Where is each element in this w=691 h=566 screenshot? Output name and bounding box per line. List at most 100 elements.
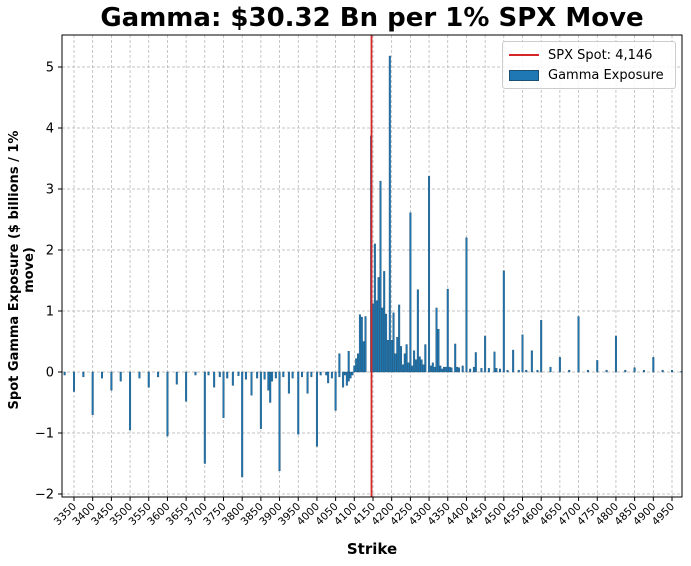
gamma-bar	[291, 371, 294, 379]
gamma-bar	[364, 316, 367, 373]
legend-item-spot: SPX Spot: 4,146	[509, 46, 652, 64]
gamma-bar	[418, 356, 421, 373]
gamma-bar	[343, 371, 346, 376]
legend: SPX Spot: 4,146 Gamma Exposure	[502, 41, 676, 89]
gamma-bar	[91, 371, 94, 415]
gamma-bar	[431, 362, 434, 373]
gamma-bar	[297, 371, 300, 435]
gamma-bar	[428, 175, 431, 373]
gamma-bar	[448, 366, 451, 373]
gamma-bar	[392, 312, 395, 373]
gamma-bar	[403, 353, 406, 373]
gamma-bar	[379, 180, 382, 373]
gamma-bar	[577, 316, 580, 373]
gamma-bar	[325, 371, 328, 376]
gamma-bar	[614, 335, 617, 373]
gamma-bar	[310, 371, 313, 378]
gamma-bar	[400, 346, 403, 373]
gamma-bar	[269, 371, 272, 403]
gamma-bar	[450, 367, 453, 373]
y-tick-label: 2	[46, 244, 54, 259]
gamma-bar	[263, 371, 266, 380]
gamma-bar	[517, 369, 520, 373]
gamma-bar	[357, 353, 360, 373]
gamma-bar	[429, 365, 432, 373]
gamma-bar	[347, 351, 350, 373]
gamma-bar	[129, 371, 132, 431]
gamma-bar	[157, 371, 160, 378]
gamma-bar	[671, 369, 673, 373]
gamma-bar	[521, 334, 524, 373]
gamma-bar	[73, 371, 75, 392]
gamma-bar	[420, 359, 423, 373]
gamma-bar	[596, 360, 599, 373]
legend-label-gamma: Gamma Exposure	[548, 67, 664, 83]
gamma-bar	[213, 371, 216, 388]
gamma-bar	[119, 371, 122, 382]
y-tick-label: 3	[46, 183, 54, 198]
gamma-bar	[360, 316, 363, 373]
gamma-bar	[237, 371, 240, 376]
gamma-bar	[385, 313, 388, 373]
gamma-bar	[405, 344, 408, 373]
gamma-bar	[422, 364, 425, 373]
gamma-bar	[231, 371, 234, 386]
gamma-bar	[353, 365, 356, 373]
gamma-bar	[536, 369, 539, 373]
gamma-bar	[499, 368, 502, 373]
gamma-bar	[381, 307, 384, 373]
gamma-bar	[474, 352, 477, 373]
gamma-bar	[446, 288, 449, 373]
gamma-bar	[409, 212, 412, 373]
gamma-bar	[375, 300, 378, 373]
gamma-bar	[373, 243, 376, 373]
plot-frame	[61, 34, 683, 498]
gamma-bar	[493, 351, 496, 373]
gamma-bar	[207, 371, 210, 376]
gamma-bar	[138, 371, 141, 379]
legend-item-gamma: Gamma Exposure	[509, 66, 664, 84]
gamma-bar	[306, 371, 309, 394]
legend-label-spot: SPX Spot: 4,146	[548, 47, 653, 63]
gamma-bar	[194, 371, 197, 376]
gamma-bar	[411, 365, 414, 373]
gamma-bar	[218, 371, 221, 378]
gamma-bar	[424, 344, 427, 373]
gamma-bar	[274, 371, 277, 379]
gamma-bar	[549, 366, 552, 373]
y-tick-label: −1	[35, 427, 54, 442]
gamma-bar	[624, 369, 627, 373]
gamma-bar	[443, 366, 445, 373]
gamma-bar	[456, 366, 459, 373]
x-axis-label: Strike	[346, 540, 398, 558]
gamma-bar	[101, 371, 104, 379]
gamma-bar	[586, 369, 589, 373]
gamma-bar	[338, 371, 341, 378]
gamma-bar	[605, 369, 608, 373]
gamma-bar	[362, 341, 365, 373]
gamma-bar	[347, 371, 350, 382]
gamma-bar	[568, 369, 571, 373]
gamma-bar	[435, 307, 438, 373]
gamma-bar	[413, 350, 416, 373]
gamma-bar	[330, 371, 333, 379]
gamma-bar	[222, 371, 225, 418]
gamma-bar	[63, 371, 66, 376]
y-tick-label: −2	[35, 488, 54, 503]
gamma-bar	[287, 371, 290, 394]
gamma-bar	[386, 340, 389, 373]
gamma-bar	[454, 343, 457, 373]
gamma-bar	[472, 366, 475, 373]
red-line-icon	[509, 54, 539, 56]
gamma-bar	[278, 371, 281, 472]
gamma-bar	[226, 371, 229, 379]
gamma-bar	[416, 289, 419, 373]
gamma-bar	[358, 314, 361, 373]
gamma-bar	[259, 371, 262, 429]
gamma-bar	[147, 371, 150, 388]
gamma-bar	[315, 371, 318, 447]
gamma-bar	[241, 371, 244, 478]
gamma-bar	[282, 371, 285, 378]
gamma-bar	[388, 55, 391, 373]
gamma-bar	[301, 371, 303, 378]
